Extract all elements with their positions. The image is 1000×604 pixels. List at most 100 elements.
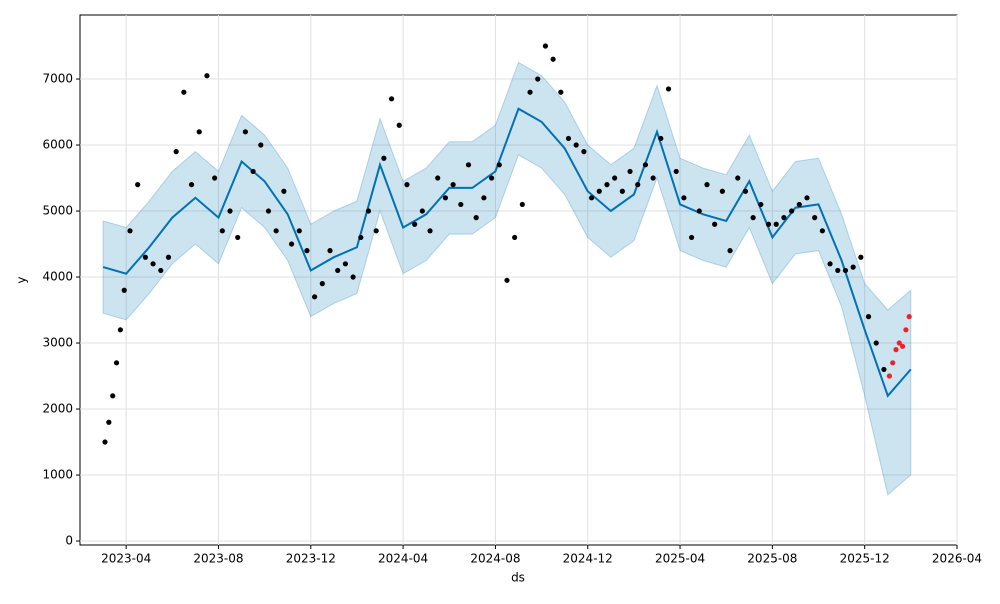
observed-point xyxy=(612,175,618,181)
observed-point xyxy=(850,264,856,270)
observed-point xyxy=(519,201,525,208)
observed-point xyxy=(542,43,549,49)
observed-point xyxy=(212,175,218,181)
x-axis-label: ds xyxy=(511,571,525,585)
observed-point xyxy=(442,195,449,201)
observed-point xyxy=(789,208,795,214)
observed-point xyxy=(117,327,123,333)
observed-point xyxy=(704,182,710,188)
observed-point xyxy=(581,149,587,155)
x-tick-label: 2024-12 xyxy=(563,552,613,566)
observed-point xyxy=(204,73,210,79)
forecast-line xyxy=(102,107,912,398)
y-axis-label: y xyxy=(15,276,29,283)
y-tick-label: 5000 xyxy=(42,204,73,218)
x-tick-label: 2023-08 xyxy=(193,552,243,566)
recent-point xyxy=(903,327,909,333)
observed-point xyxy=(835,267,841,274)
recent-point xyxy=(899,343,906,349)
observed-point xyxy=(619,188,625,194)
recent-point xyxy=(886,373,893,379)
observed-point xyxy=(504,277,510,283)
x-tick-label: 2025-08 xyxy=(747,552,797,566)
observed-point xyxy=(135,182,141,188)
observed-point xyxy=(765,221,772,227)
observed-point xyxy=(327,248,333,254)
x-tick-label: 2024-04 xyxy=(378,552,428,566)
observed-point xyxy=(719,188,725,194)
observed-point xyxy=(688,234,695,241)
observed-point xyxy=(319,281,325,287)
observed-point xyxy=(150,261,156,267)
observed-point xyxy=(304,248,310,254)
observed-point xyxy=(412,221,418,227)
observed-point xyxy=(188,182,195,188)
y-tick-label: 1000 xyxy=(42,468,73,482)
observed-point xyxy=(358,234,364,241)
observed-point xyxy=(781,215,787,221)
observed-point xyxy=(227,208,233,214)
observed-point xyxy=(158,267,164,274)
observed-point xyxy=(281,188,287,194)
observed-point xyxy=(842,267,849,274)
recent-point xyxy=(890,360,896,366)
x-tick-label: 2025-04 xyxy=(655,552,705,566)
observed-point xyxy=(527,89,533,95)
observed-point xyxy=(558,89,564,95)
observed-point xyxy=(242,129,248,135)
observed-point xyxy=(658,135,664,142)
y-tick-label: 0 xyxy=(65,534,73,548)
observed-point xyxy=(881,366,887,373)
observed-point xyxy=(450,182,456,188)
observed-point xyxy=(535,76,541,82)
observed-point xyxy=(196,129,202,135)
observed-point xyxy=(235,234,241,241)
observed-point xyxy=(396,122,402,128)
x-tick-label: 2024-08 xyxy=(470,552,520,566)
observed-point xyxy=(258,142,264,148)
observed-point xyxy=(173,149,179,155)
observed-point xyxy=(404,182,410,188)
observed-point xyxy=(650,175,656,181)
y-tick-label: 4000 xyxy=(42,270,73,284)
observed-point xyxy=(873,340,879,346)
observed-point xyxy=(642,162,649,168)
observed-point xyxy=(288,241,295,247)
observed-point xyxy=(604,182,610,188)
observed-point xyxy=(512,234,518,241)
x-tick-label: 2025-12 xyxy=(840,552,890,566)
observed-point xyxy=(342,261,349,267)
observed-point xyxy=(565,135,572,142)
observed-point xyxy=(865,314,872,320)
observed-point xyxy=(335,267,341,274)
observed-point xyxy=(742,188,749,194)
observed-point xyxy=(273,228,279,234)
observed-point xyxy=(673,168,679,175)
x-tick-label: 2026-04 xyxy=(932,552,982,566)
observed-point xyxy=(106,419,112,425)
observed-point xyxy=(465,162,472,168)
observed-point xyxy=(165,254,172,260)
observed-point xyxy=(427,228,433,234)
observed-point xyxy=(496,162,502,168)
observed-point xyxy=(727,248,733,254)
y-tick-label: 2000 xyxy=(42,402,73,416)
observed-point xyxy=(388,96,395,102)
y-tick-label: 6000 xyxy=(42,138,73,152)
observed-point xyxy=(635,182,641,188)
observed-point xyxy=(681,195,687,201)
observed-point xyxy=(573,142,579,148)
x-tick-label: 2023-12 xyxy=(286,552,336,566)
recent-point xyxy=(896,340,902,346)
y-tick-label: 7000 xyxy=(42,72,73,86)
observed-point xyxy=(458,201,464,208)
observed-point xyxy=(627,168,633,175)
observed-point xyxy=(735,175,741,181)
observed-point xyxy=(350,274,356,280)
observed-point xyxy=(750,215,756,221)
observed-point xyxy=(219,228,225,234)
observed-point xyxy=(121,287,127,293)
observed-point xyxy=(858,254,864,260)
observed-point xyxy=(819,228,825,234)
observed-point xyxy=(773,221,779,227)
